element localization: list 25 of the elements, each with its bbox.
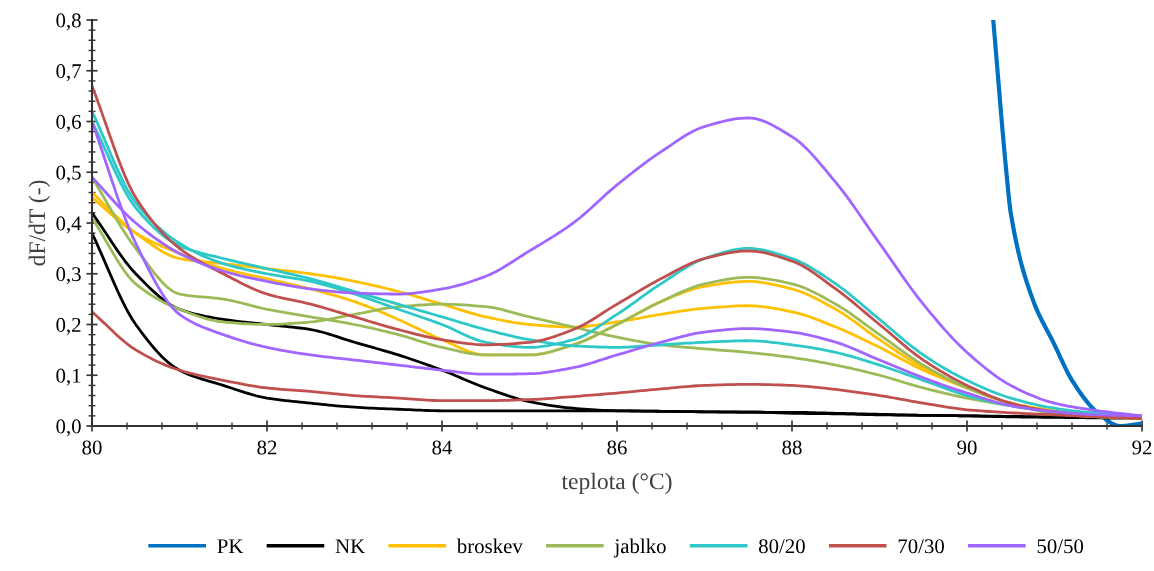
x-tick-label: 84 [432,440,453,455]
legend-label: broskev [456,538,523,554]
y-tick-label: 0,6 [56,114,81,132]
x-tick-label: 88 [782,440,802,455]
x-tick-label: 92 [1132,440,1152,455]
legend-label: PK [217,539,244,554]
x-tick-label: 82 [257,440,277,455]
legend-label: NK [335,539,365,554]
x-axis-title: teplota (°C) [561,472,672,495]
legend-label: 70/30 [898,539,944,554]
y-tick-label: 0,8 [56,13,81,31]
x-tick-label: 90 [957,440,977,455]
legend-label: jablko [613,538,666,558]
y-tick-label: 0,1 [56,368,81,386]
x-tick-label: 80 [82,440,102,455]
x-tick-label: 86 [607,440,627,455]
y-tick-label: 0,5 [56,165,81,183]
legend-label: 50/50 [1037,539,1084,554]
y-tick-label: 0,2 [56,317,81,335]
y-axis-title: dF/dT (-) [28,180,50,266]
y-tick-label: 0,0 [56,419,81,437]
legend-label: 80/20 [758,539,805,554]
y-tick-label: 0,7 [56,64,81,82]
y-tick-label: 0,4 [56,216,82,234]
y-tick-label: 0,3 [56,267,81,285]
